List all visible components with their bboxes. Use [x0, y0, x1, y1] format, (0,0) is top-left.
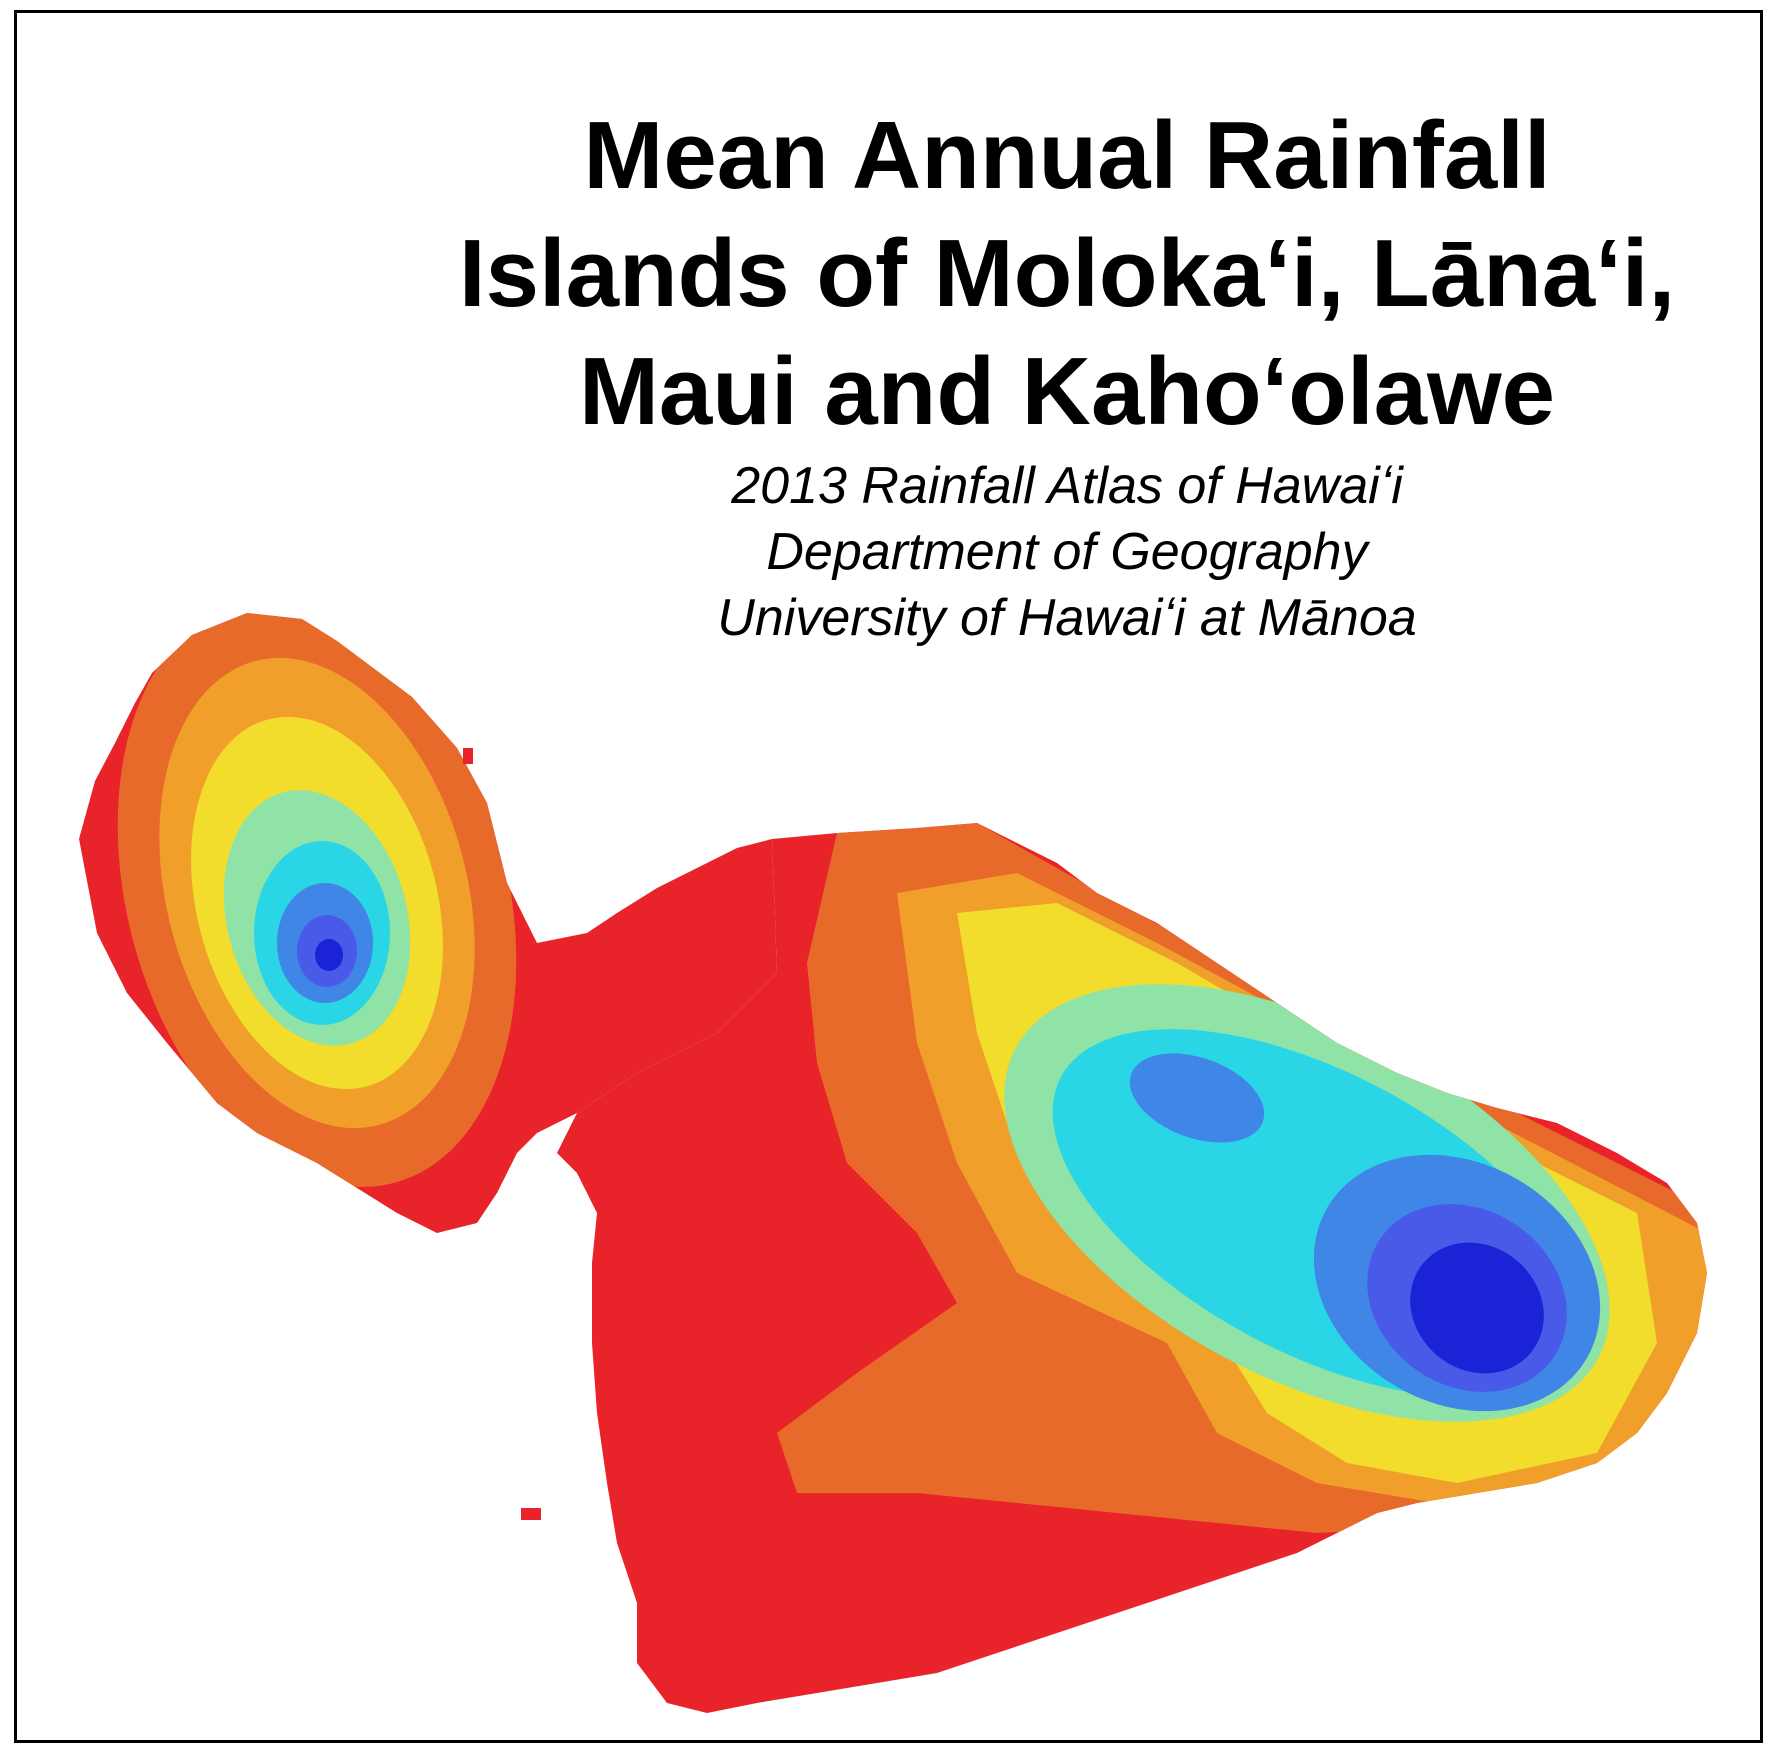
- title-line-3: Maui and Kahoʻolawe: [578, 338, 1556, 445]
- offshore-islet: [521, 1508, 541, 1520]
- title-line-1: Mean Annual Rainfall: [583, 102, 1551, 209]
- map-subtitle: 2013 Rainfall Atlas of Hawaiʻi Departmen…: [537, 453, 1597, 651]
- offshore-islet-north: [463, 748, 473, 764]
- subtitle-line-3: University of Hawaiʻi at Mānoa: [717, 589, 1417, 647]
- rainfall-map: [79, 613, 1707, 1713]
- map-frame: Mean Annual Rainfall Islands of Molokaʻi…: [14, 10, 1763, 1743]
- subtitle-line-1: 2013 Rainfall Atlas of Hawaiʻi: [731, 457, 1403, 515]
- west-band-wettest: [315, 939, 343, 971]
- east-band-wettest: [1410, 1242, 1544, 1374]
- subtitle-line-2: Department of Geography: [766, 523, 1368, 581]
- map-title: Mean Annual Rainfall Islands of Molokaʻi…: [397, 97, 1737, 451]
- title-line-2: Islands of Molokaʻi, Lānaʻi,: [458, 220, 1676, 327]
- east-band-7a: [1129, 1053, 1265, 1143]
